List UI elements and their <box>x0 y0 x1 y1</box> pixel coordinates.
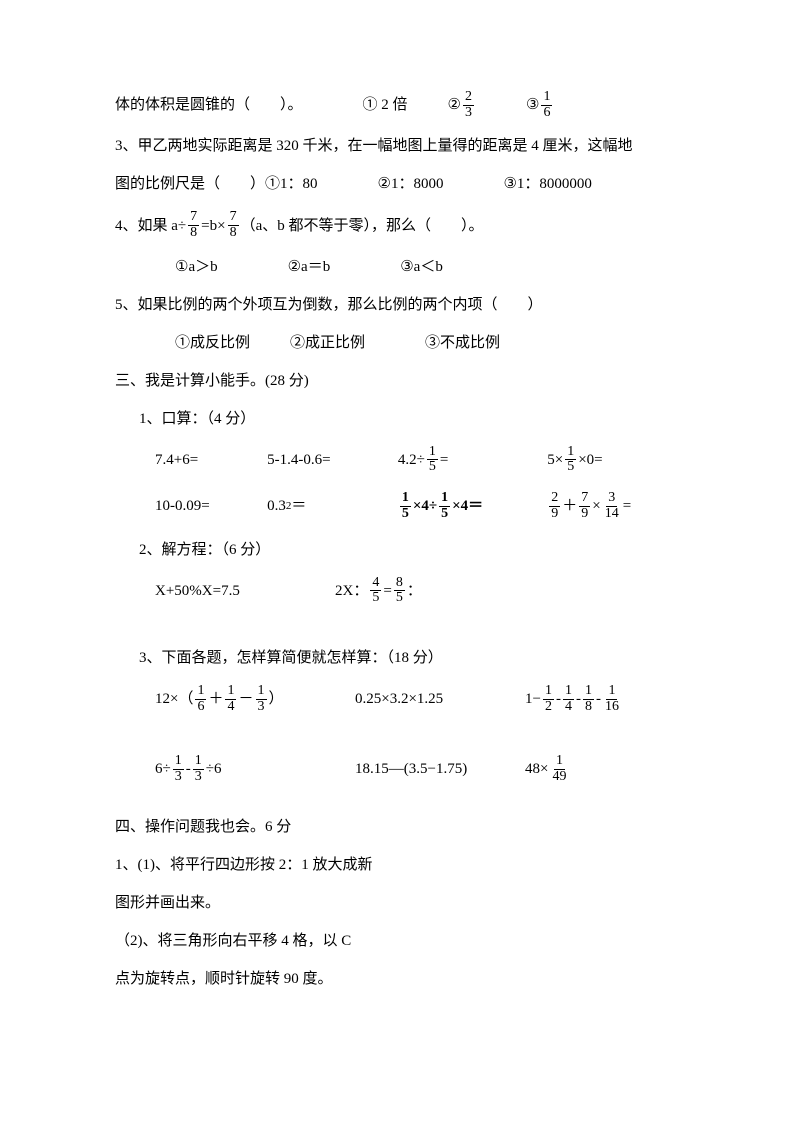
frac-icon: 16 <box>195 684 206 714</box>
q4-opt2: ②a＝b <box>288 255 331 279</box>
q-cone-text: 体的体积是圆锥的（ ）。 <box>115 93 303 117</box>
frac-icon: 314 <box>603 491 621 521</box>
section3-title: 三、我是计算小能手。(28 分) <box>115 369 678 393</box>
q3-opt3: ③1：8000000 <box>503 172 591 196</box>
q4-opt1: ①a＞b <box>175 255 218 279</box>
s4-l4: 点为旋转点，顺时针旋转 90 度。 <box>115 967 678 991</box>
oral-row1: 7.4+6= 5-1.4-0.6= 4.2÷ 15 = 5× 15 ×0= <box>115 445 678 475</box>
q5-line: 5、如果比例的两个外项互为倒数，那么比例的两个内项（ ） <box>115 293 678 317</box>
oral-r2d: 29 ＋ 79 × 314 = <box>547 491 678 521</box>
frac-icon: 116 <box>603 684 621 714</box>
q4-pre: 4、如果 a÷ <box>115 214 186 238</box>
frac-icon: 15 <box>400 491 411 521</box>
simp-r2a: 6÷ 13 - 13 ÷6 <box>155 754 355 784</box>
simp-r1b: 0.25×3.2×1.25 <box>355 687 525 711</box>
s4-l2: 图形并画出来。 <box>115 891 678 915</box>
simp-r2c: 48× 149 <box>525 754 570 784</box>
section4-title: 四、操作问题我也会。6 分 <box>115 815 678 839</box>
frac-icon: 15 <box>439 491 450 521</box>
q4-frac2: 7 8 <box>228 210 239 240</box>
q3-line1: 3、甲乙两地实际距离是 320 千米，在一幅地图上量得的距离是 4 厘米，这幅地 <box>115 134 678 158</box>
simp-row1: 12×（ 16 ＋ 14 － 13 ） 0.25×3.2×1.25 1− 12 … <box>115 684 678 714</box>
q3-text2: 图的比例尺是（ ）①1：80 <box>115 172 318 196</box>
q5-opt2: ②成正比例 <box>290 331 365 355</box>
eq-a: X+50%X=7.5 <box>155 579 335 603</box>
q-cone-line: 体的体积是圆锥的（ ）。 ① 2 倍 ② 2 3 ③ 1 6 <box>115 90 678 120</box>
frac-icon: 13 <box>173 754 184 784</box>
q4-line: 4、如果 a÷ 7 8 =b× 7 8 （a、b 都不等于零），那么（ ）。 <box>115 210 678 240</box>
q-cone-opt3-pre: ③ <box>526 93 539 117</box>
oral-r1b: 5-1.4-0.6= <box>267 448 398 472</box>
frac-icon: 29 <box>549 491 560 521</box>
s4-l1: 1、(1)、将平行四边形按 2：1 放大成新 <box>115 853 678 877</box>
oral-row2: 10-0.09= 0.32＝ 15 ×4÷ 15 ×4＝ 29 ＋ 79 × 3… <box>115 491 678 521</box>
frac-icon: 79 <box>579 491 590 521</box>
q5-text: 5、如果比例的两个外项互为倒数，那么比例的两个内项（ ） <box>115 293 543 317</box>
q-cone-opt3-frac: 1 6 <box>541 90 552 120</box>
frac-icon: 15 <box>565 445 576 475</box>
s3p2-title: 2、解方程：（6 分） <box>115 538 678 562</box>
simp-r1a: 12×（ 16 ＋ 14 － 13 ） <box>155 684 355 714</box>
q3-line2: 图的比例尺是（ ）①1：80 ②1：8000 ③1：8000000 <box>115 172 678 196</box>
q-cone-opt1: ① 2 倍 <box>363 93 408 117</box>
frac-icon: 14 <box>225 684 236 714</box>
frac-icon: 13 <box>193 754 204 784</box>
q5-opt3: ③不成比例 <box>425 331 500 355</box>
q-cone-opt2-pre: ② <box>448 93 461 117</box>
q-cone-opt2-frac: 2 3 <box>463 90 474 120</box>
simp-row2: 6÷ 13 - 13 ÷6 18.15—(3.5−1.75) 48× 149 <box>115 754 678 784</box>
q4-mid: =b× <box>201 214 225 238</box>
oral-r1c: 4.2÷ 15 = <box>398 445 547 475</box>
frac-icon: 13 <box>256 684 267 714</box>
oral-r1a: 7.4+6= <box>155 448 267 472</box>
oral-r2b: 0.32＝ <box>267 494 398 518</box>
eq-b: 2X： 45 = 85 ： <box>335 576 422 606</box>
s3p1-title: 1、口算：（4 分） <box>115 407 678 431</box>
frac-icon: 15 <box>427 445 438 475</box>
q5-opt1: ①成反比例 <box>175 331 250 355</box>
simp-r1c: 1− 12 - 14 - 18 - 116 <box>525 684 623 714</box>
oral-r1d: 5× 15 ×0= <box>547 445 678 475</box>
q4-post: （a、b 都不等于零），那么（ ）。 <box>241 214 484 238</box>
oral-r2a: 10-0.09= <box>155 494 267 518</box>
s4-l3: （2)、将三角形向右平移 4 格，以 C <box>115 929 678 953</box>
frac-icon: 14 <box>563 684 574 714</box>
q3-text: 3、甲乙两地实际距离是 320 千米，在一幅地图上量得的距离是 4 厘米，这幅地 <box>115 134 633 158</box>
worksheet-page: 体的体积是圆锥的（ ）。 ① 2 倍 ② 2 3 ③ 1 6 3、甲乙两地实际距… <box>0 0 793 1122</box>
eq-row: X+50%X=7.5 2X： 45 = 85 ： <box>115 576 678 606</box>
q3-opt2: ②1：8000 <box>378 172 444 196</box>
s3p3-title: 3、下面各题，怎样算简便就怎样算：（18 分） <box>115 646 678 670</box>
q5-opts: ①成反比例 ②成正比例 ③不成比例 <box>115 331 678 355</box>
frac-icon: 45 <box>370 576 381 606</box>
q4-opt3: ③a＜b <box>400 255 443 279</box>
simp-r2b: 18.15—(3.5−1.75) <box>355 757 525 781</box>
frac-icon: 12 <box>543 684 554 714</box>
q4-frac1: 7 8 <box>188 210 199 240</box>
oral-r2c: 15 ×4÷ 15 ×4＝ <box>398 491 547 521</box>
frac-icon: 149 <box>550 754 568 784</box>
frac-icon: 18 <box>583 684 594 714</box>
frac-icon: 85 <box>394 576 405 606</box>
q4-opts: ①a＞b ②a＝b ③a＜b <box>115 255 678 279</box>
